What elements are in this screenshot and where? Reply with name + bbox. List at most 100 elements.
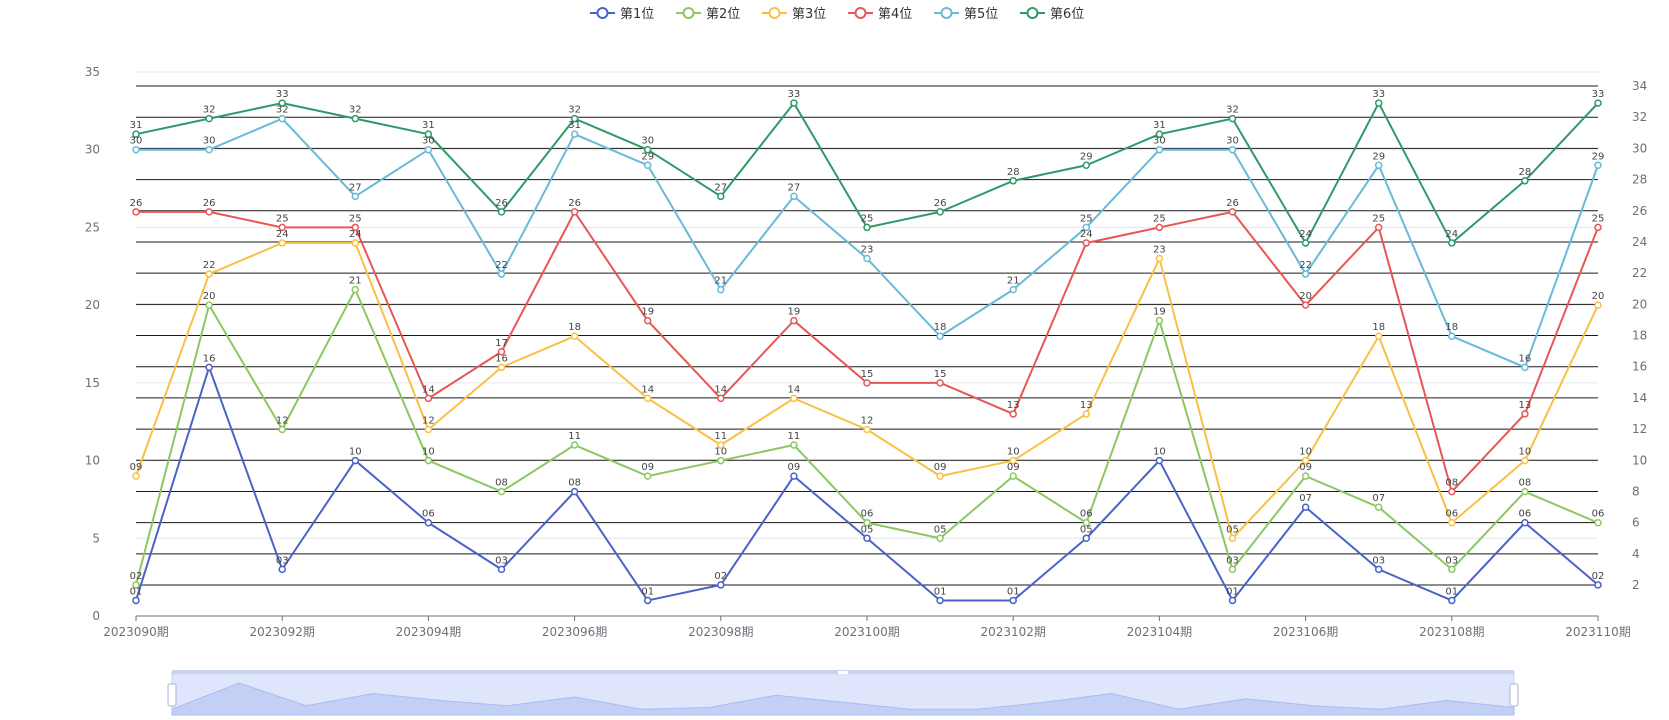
series-5-point[interactable] [1082, 223, 1091, 232]
series-2-point[interactable] [1228, 565, 1237, 574]
series-1-point[interactable] [1009, 596, 1017, 605]
series-3-point[interactable] [643, 394, 652, 403]
series-1-point[interactable] [205, 363, 213, 372]
series-6-point[interactable] [1301, 239, 1310, 247]
series-6-point[interactable] [717, 192, 725, 201]
series-6-point[interactable] [351, 114, 360, 123]
series-1-point[interactable] [1594, 581, 1602, 589]
series-3-point[interactable] [497, 363, 506, 372]
series-3-point[interactable] [717, 441, 725, 449]
series-6-point[interactable] [936, 208, 944, 216]
legend[interactable]: 第1位 第2位 第3位 第4位 第5位 第6位 [590, 7, 1084, 22]
series-6-point[interactable] [1082, 161, 1091, 170]
series-5-point[interactable] [1448, 332, 1456, 340]
series-3-point[interactable] [936, 472, 944, 480]
series-2-point[interactable] [424, 456, 433, 465]
series-5-point[interactable] [132, 145, 140, 154]
series-6-point[interactable] [1009, 177, 1017, 185]
series-3-point[interactable] [1082, 410, 1091, 418]
series-1-point[interactable] [717, 581, 725, 589]
series-6-point[interactable] [1594, 99, 1602, 107]
series-1-point[interactable] [351, 456, 360, 465]
series-2-point[interactable] [1448, 565, 1456, 574]
series-4-point[interactable] [1521, 410, 1529, 418]
series-4-point[interactable] [497, 348, 506, 356]
series-4-point[interactable] [1594, 223, 1602, 232]
series-2-point[interactable] [132, 581, 140, 589]
series-6-point[interactable] [790, 99, 798, 107]
series-2-point[interactable] [936, 534, 944, 543]
series-1-point[interactable] [1082, 534, 1091, 543]
series-4-point[interactable] [936, 379, 944, 387]
slider-handle-left[interactable] [167, 683, 177, 707]
series-1-point[interactable] [1448, 596, 1456, 605]
series-6-point[interactable] [497, 208, 506, 216]
series-1-point[interactable] [424, 518, 433, 527]
series-2-point[interactable] [1374, 503, 1383, 511]
series-2-point[interactable] [278, 425, 286, 434]
series-1-point[interactable] [132, 596, 140, 605]
series-6-point[interactable] [643, 145, 652, 154]
series-1-point[interactable] [790, 472, 798, 480]
series-1-point[interactable] [1374, 565, 1383, 574]
series-5-point[interactable] [351, 192, 360, 201]
series-5-point[interactable] [424, 145, 433, 154]
series-3-point[interactable] [1228, 534, 1237, 543]
series-2-point[interactable] [1301, 472, 1310, 480]
series-2-point[interactable] [497, 487, 506, 496]
series-6-point[interactable] [1521, 177, 1529, 185]
legend-item-6[interactable]: 第6位 [1020, 7, 1084, 22]
series-4-point[interactable] [1301, 301, 1310, 309]
series-5-point[interactable] [1228, 145, 1237, 154]
series-6-point[interactable] [205, 114, 213, 123]
series-3-point[interactable] [1374, 332, 1383, 340]
series-2-point[interactable] [1155, 316, 1164, 325]
series-3-point[interactable] [1301, 456, 1310, 465]
series-3-point[interactable] [790, 394, 798, 403]
series-4-point[interactable] [424, 394, 433, 403]
series-6-point[interactable] [1374, 99, 1383, 107]
series-4-point[interactable] [351, 223, 360, 232]
slider-drag-grip-icon[interactable] [838, 671, 848, 674]
series-5-point[interactable] [497, 270, 506, 278]
series-4-point[interactable] [1009, 410, 1017, 418]
series-2-point[interactable] [351, 285, 360, 294]
series-5-point[interactable] [790, 192, 798, 201]
series-5-point[interactable] [863, 254, 871, 263]
series-6-point[interactable] [863, 223, 871, 232]
series-3-point[interactable] [424, 425, 433, 434]
series-4-point[interactable] [1155, 223, 1164, 232]
series-3-point[interactable] [1594, 301, 1602, 309]
series-5-point[interactable] [643, 161, 652, 170]
series-4-point[interactable] [1082, 239, 1091, 247]
series-3-point[interactable] [278, 239, 286, 247]
series-1-point[interactable] [497, 565, 506, 574]
legend-item-2[interactable]: 第2位 [676, 7, 740, 22]
series-6-point[interactable] [570, 114, 579, 123]
series-1-point[interactable] [643, 596, 652, 605]
series-2-point[interactable] [790, 441, 798, 449]
series-2-point[interactable] [1594, 518, 1602, 527]
series-5-point[interactable] [717, 285, 725, 294]
series-4-point[interactable] [1374, 223, 1383, 232]
series-6-point[interactable] [278, 99, 286, 107]
series-3-point[interactable] [863, 425, 871, 434]
series-5-point[interactable] [1009, 285, 1017, 294]
series-2-point[interactable] [1521, 487, 1529, 496]
series-4-point[interactable] [1228, 208, 1237, 216]
series-1-point[interactable] [1155, 456, 1164, 465]
series-4-point[interactable] [863, 379, 871, 387]
series-6-point[interactable] [132, 130, 140, 138]
series-4-point[interactable] [643, 316, 652, 325]
series-5-point[interactable] [1594, 161, 1602, 170]
series-4-point[interactable] [278, 223, 286, 232]
series-1-point[interactable] [936, 596, 944, 605]
series-4-point[interactable] [205, 208, 213, 216]
legend-item-4[interactable]: 第4位 [848, 7, 912, 22]
series-1-point[interactable] [278, 565, 286, 574]
series-1-point[interactable] [863, 534, 871, 543]
series-5-point[interactable] [1521, 363, 1529, 372]
series-4-point[interactable] [790, 316, 798, 325]
series-2-point[interactable] [717, 456, 725, 465]
series-5-point[interactable] [1374, 161, 1383, 170]
